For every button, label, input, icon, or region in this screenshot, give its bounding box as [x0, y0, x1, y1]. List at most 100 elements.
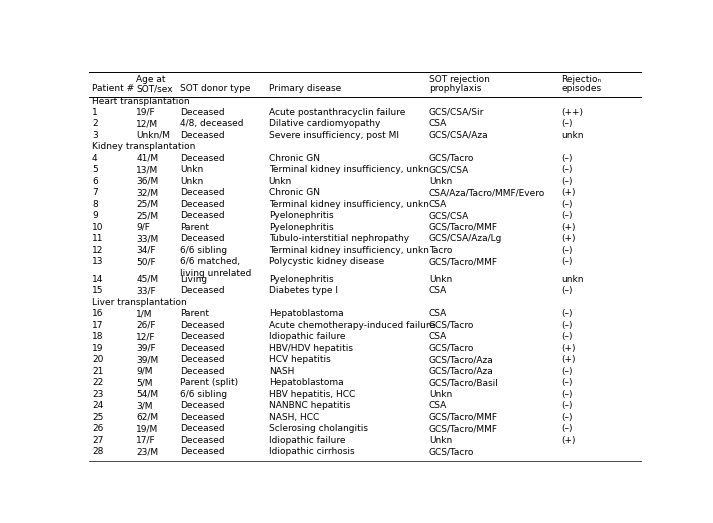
Text: Parent: Parent — [180, 223, 210, 232]
Text: Deceased: Deceased — [180, 355, 225, 365]
Text: unkn: unkn — [562, 275, 584, 284]
Text: 15: 15 — [92, 287, 103, 295]
Text: 54/M: 54/M — [136, 390, 158, 399]
Text: 6/6 matched,: 6/6 matched, — [180, 257, 240, 266]
Text: 3/M: 3/M — [136, 401, 153, 410]
Text: Deceased: Deceased — [180, 344, 225, 353]
Text: (+): (+) — [562, 223, 576, 232]
Text: CSA/Aza/Tacro/MMF/Evero: CSA/Aza/Tacro/MMF/Evero — [429, 188, 545, 197]
Text: CSA: CSA — [429, 119, 447, 129]
Text: 45/M: 45/M — [136, 275, 158, 284]
Text: Terminal kidney insufficiency, unkn: Terminal kidney insufficiency, unkn — [269, 165, 429, 174]
Text: (–): (–) — [562, 401, 573, 410]
Text: Chronic GN: Chronic GN — [269, 188, 319, 197]
Text: 3: 3 — [92, 131, 98, 140]
Text: Deceased: Deceased — [180, 367, 225, 376]
Text: (–): (–) — [562, 119, 573, 129]
Text: Terminal kidney insufficiency, unkn: Terminal kidney insufficiency, unkn — [269, 200, 429, 209]
Text: episodes: episodes — [562, 84, 602, 94]
Text: 6: 6 — [92, 177, 98, 186]
Text: GCS/CSA/Sir: GCS/CSA/Sir — [429, 108, 484, 117]
Text: Pyelonephritis: Pyelonephritis — [269, 223, 334, 232]
Text: 16: 16 — [92, 310, 103, 319]
Text: SOT rejection: SOT rejection — [429, 75, 490, 84]
Text: 50/F: 50/F — [136, 257, 155, 266]
Text: GCS/Tacro: GCS/Tacro — [429, 154, 474, 163]
Text: GCS/Tacro: GCS/Tacro — [429, 321, 474, 330]
Text: 32/M: 32/M — [136, 188, 158, 197]
Text: (–): (–) — [562, 177, 573, 186]
Text: (–): (–) — [562, 165, 573, 174]
Text: Deceased: Deceased — [180, 211, 225, 220]
Text: (–): (–) — [562, 257, 573, 266]
Text: 12/F: 12/F — [136, 333, 155, 342]
Text: 14: 14 — [92, 275, 103, 284]
Text: Deceased: Deceased — [180, 424, 225, 433]
Text: GCS/CSA: GCS/CSA — [429, 211, 469, 220]
Text: Tubulo-interstitial nephropathy: Tubulo-interstitial nephropathy — [269, 234, 409, 243]
Text: (–): (–) — [562, 390, 573, 399]
Text: 4/8, deceased: 4/8, deceased — [180, 119, 244, 129]
Text: Deceased: Deceased — [180, 413, 225, 422]
Text: 6/6 sibling: 6/6 sibling — [180, 390, 227, 399]
Text: 25: 25 — [92, 413, 103, 422]
Text: Parent: Parent — [180, 310, 210, 319]
Text: (+): (+) — [562, 188, 576, 197]
Text: CSA: CSA — [429, 287, 447, 295]
Text: Diabetes type I: Diabetes type I — [269, 287, 338, 295]
Text: CSA: CSA — [429, 310, 447, 319]
Text: CSA: CSA — [429, 401, 447, 410]
Text: 19: 19 — [92, 344, 103, 353]
Text: (–): (–) — [562, 154, 573, 163]
Text: 9/M: 9/M — [136, 367, 153, 376]
Text: 33/M: 33/M — [136, 234, 158, 243]
Text: (–): (–) — [562, 413, 573, 422]
Text: GCS/Tacro/Aza: GCS/Tacro/Aza — [429, 355, 493, 365]
Text: HBV hepatitis, HCC: HBV hepatitis, HCC — [269, 390, 355, 399]
Text: Kidney transplantation: Kidney transplantation — [92, 142, 195, 152]
Text: GCS/CSA: GCS/CSA — [429, 165, 469, 174]
Text: 24: 24 — [92, 401, 103, 410]
Text: (–): (–) — [562, 321, 573, 330]
Text: Deceased: Deceased — [180, 234, 225, 243]
Text: 13: 13 — [92, 257, 103, 266]
Text: 26/F: 26/F — [136, 321, 155, 330]
Text: Unkn: Unkn — [429, 275, 452, 284]
Text: CSA: CSA — [429, 200, 447, 209]
Text: HBV/HDV hepatitis: HBV/HDV hepatitis — [269, 344, 353, 353]
Text: 18: 18 — [92, 333, 103, 342]
Text: GCS/Tacro/Aza: GCS/Tacro/Aza — [429, 367, 493, 376]
Text: Primary disease: Primary disease — [269, 84, 341, 94]
Text: 39/M: 39/M — [136, 355, 158, 365]
Text: (+): (+) — [562, 234, 576, 243]
Text: Deceased: Deceased — [180, 436, 225, 445]
Text: prophylaxis: prophylaxis — [429, 84, 481, 94]
Text: Deceased: Deceased — [180, 131, 225, 140]
Text: living unrelated: living unrelated — [180, 269, 252, 278]
Text: Deceased: Deceased — [180, 321, 225, 330]
Text: 10: 10 — [92, 223, 103, 232]
Text: unkn: unkn — [562, 131, 584, 140]
Text: Liver transplantation: Liver transplantation — [92, 298, 187, 307]
Text: SOT donor type: SOT donor type — [180, 84, 251, 94]
Text: NASH: NASH — [269, 367, 294, 376]
Text: Deceased: Deceased — [180, 188, 225, 197]
Text: (–): (–) — [562, 287, 573, 295]
Text: 28: 28 — [92, 447, 103, 456]
Text: HCV hepatitis: HCV hepatitis — [269, 355, 330, 365]
Text: (–): (–) — [562, 333, 573, 342]
Text: (–): (–) — [562, 310, 573, 319]
Text: Deceased: Deceased — [180, 200, 225, 209]
Text: GCS/Tacro/MMF: GCS/Tacro/MMF — [429, 413, 498, 422]
Text: 19/F: 19/F — [136, 108, 155, 117]
Text: 39/F: 39/F — [136, 344, 155, 353]
Text: 23/M: 23/M — [136, 447, 158, 456]
Text: Idiopathic cirrhosis: Idiopathic cirrhosis — [269, 447, 354, 456]
Text: 8: 8 — [92, 200, 98, 209]
Text: Deceased: Deceased — [180, 154, 225, 163]
Text: Terminal kidney insufficiency, unkn: Terminal kidney insufficiency, unkn — [269, 246, 429, 255]
Text: 20: 20 — [92, 355, 103, 365]
Text: 17: 17 — [92, 321, 103, 330]
Text: Unkn: Unkn — [429, 390, 452, 399]
Text: 62/M: 62/M — [136, 413, 158, 422]
